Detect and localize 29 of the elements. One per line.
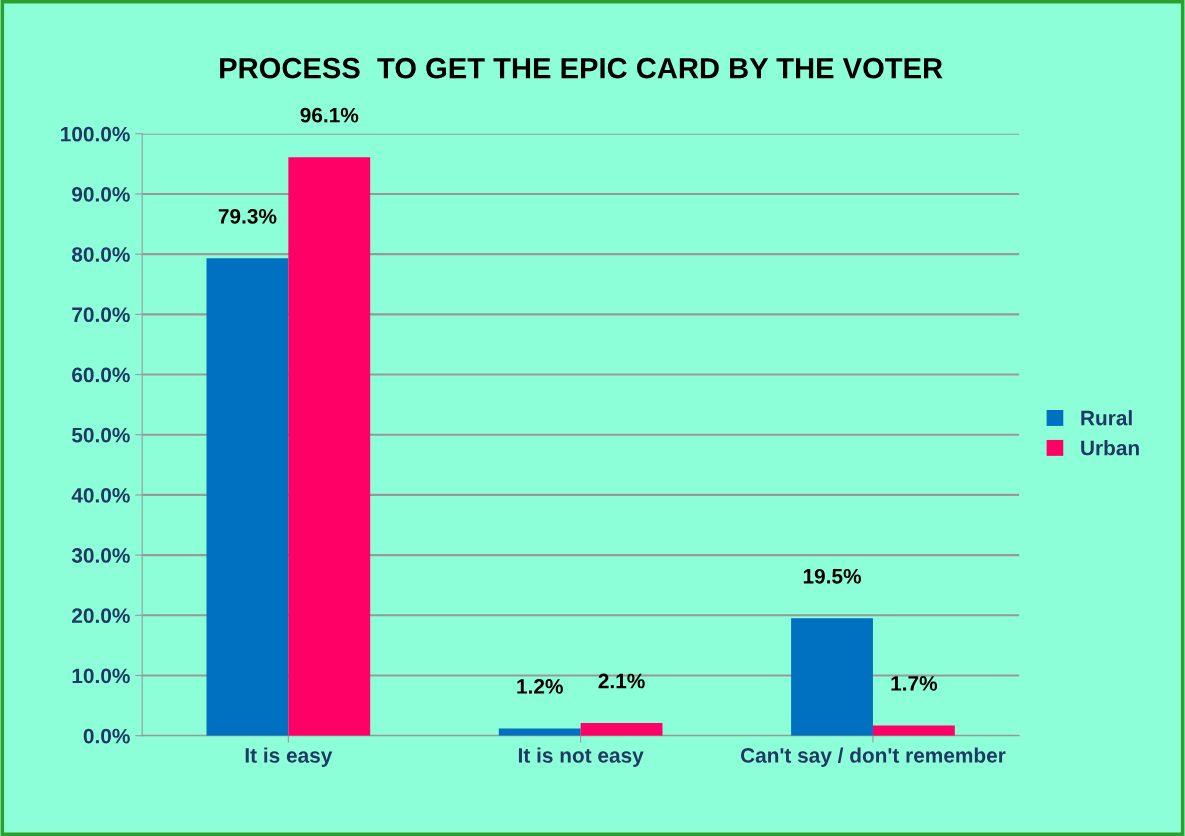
bar [498,728,581,736]
x-tick-label: It is not easy [518,747,644,767]
data-label: 96.1% [300,107,359,123]
y-tick-label: 0.0% [83,728,130,744]
y-tick-label: 70.0% [72,307,130,323]
bar [791,618,873,736]
y-tick-label: 60.0% [72,367,130,383]
data-label: 2.1% [598,673,645,689]
bar [206,258,289,736]
bar [872,725,955,736]
y-tick-label: 100.0% [61,126,130,142]
y-tick-label: 50.0% [71,427,130,443]
bar [580,723,663,736]
y-tick-label: 90.0% [72,186,130,202]
data-label: 1.2% [517,679,563,694]
legend-label: Urban [1081,440,1139,456]
y-tick-label: 10.0% [72,668,130,684]
bar [288,157,371,736]
legend-label: Rural [1081,410,1132,426]
x-tick-label: Can't say / don't remember [740,747,1006,767]
y-tick-label: 40.0% [71,487,130,503]
data-label: 19.5% [803,568,862,584]
chart-title: PROCESS TO GET THE EPIC CARD BY THE VOTER [220,57,943,79]
y-tick-label: 20.0% [72,608,130,624]
data-label: 1.7% [891,676,938,691]
y-tick-label: 80.0% [71,247,130,262]
x-tick-label: It is easy [245,747,333,767]
data-label: 79.3% [218,208,277,224]
y-tick-label: 30.0% [71,548,130,563]
